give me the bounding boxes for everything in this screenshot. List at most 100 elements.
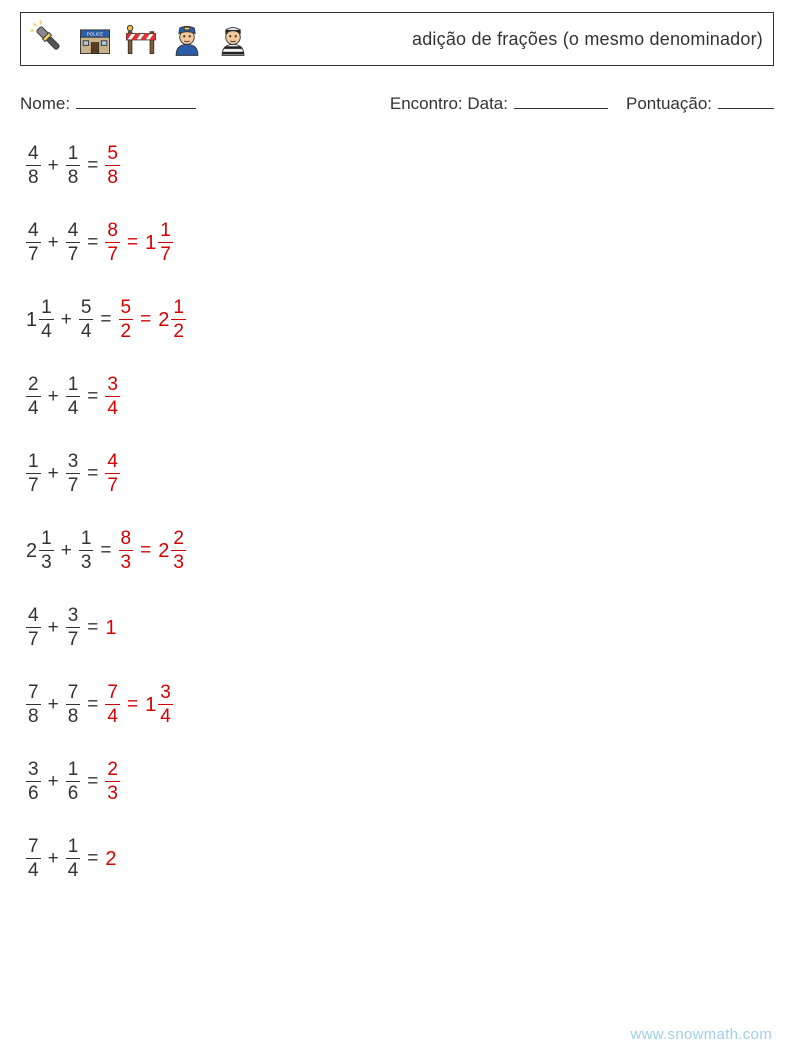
operand-term: 24 [26,375,41,418]
problem-row: 78+78=74=134 [26,683,774,726]
fraction: 54 [79,298,94,341]
fraction-bar [119,319,134,320]
numerator: 4 [26,144,41,163]
worksheet-title: adição de frações (o mesmo denominador) [412,29,763,50]
numerator: 5 [105,144,120,163]
fraction-bar [66,165,81,166]
fraction: 36 [26,760,41,803]
fraction: 12 [171,298,186,341]
fraction: 58 [105,144,120,187]
numerator: 1 [79,529,94,548]
fraction: 47 [26,606,41,649]
fraction: 87 [105,221,120,264]
denominator: 8 [66,168,81,187]
denominator: 7 [105,245,120,264]
fraction: 47 [66,221,81,264]
whole-number: 1 [26,310,37,330]
denominator: 8 [26,707,41,726]
answer-term: 87 [105,221,120,264]
meta-right: Encontro: Data: Pontuação: [390,94,774,114]
denominator: 6 [26,784,41,803]
prisoner-icon [211,17,255,61]
numerator: 1 [66,760,81,779]
problem-row: 48+18=58 [26,144,774,187]
fraction-bar [105,242,120,243]
fraction: 78 [26,683,41,726]
numerator: 5 [119,298,134,317]
fraction: 17 [158,221,173,264]
denominator: 4 [66,399,81,418]
fraction: 14 [66,837,81,880]
answer-term: 34 [105,375,120,418]
denominator: 4 [39,322,54,341]
equals-sign: = [87,618,98,637]
denominator: 4 [79,322,94,341]
fraction-bar [26,704,41,705]
date-blank[interactable] [514,94,608,109]
answer-term: 74 [105,683,120,726]
denominator: 8 [66,707,81,726]
fraction-bar [171,319,186,320]
operand-term: 78 [66,683,81,726]
answer-integer: 1 [105,618,116,638]
fraction-bar [66,781,81,782]
numerator: 7 [105,683,120,702]
watermark: www.snowmath.com [630,1026,772,1043]
equals-sign: = [100,310,111,329]
equals-sign: = [87,387,98,406]
operand-term: 213 [26,529,54,572]
denominator: 3 [119,553,134,572]
operand-term: 47 [26,221,41,264]
denominator: 8 [105,168,120,187]
numerator: 2 [171,529,186,548]
denominator: 7 [158,245,173,264]
fraction-bar [66,704,81,705]
fraction-bar [171,550,186,551]
operand-term: 14 [66,375,81,418]
plus-operator: + [48,772,59,791]
operand-term: 37 [66,606,81,649]
equals-sign: = [140,541,151,560]
equals-sign: = [87,156,98,175]
operand-term: 78 [26,683,41,726]
equals-sign: = [87,695,98,714]
whole-number: 2 [158,541,169,561]
whole-number: 1 [145,233,156,253]
fraction-bar [39,550,54,551]
date-label: Encontro: Data: [390,94,508,114]
fraction: 47 [26,221,41,264]
score-blank[interactable] [718,94,774,109]
operand-term: 48 [26,144,41,187]
fraction: 83 [119,529,134,572]
equals-sign: = [100,541,111,560]
numerator: 2 [26,375,41,394]
header-icons: POLICE [27,17,255,61]
numerator: 8 [105,221,120,240]
denominator: 4 [26,861,41,880]
meta-name: Nome: [20,94,196,114]
plus-operator: + [48,618,59,637]
denominator: 4 [66,861,81,880]
operand-term: 36 [26,760,41,803]
fraction: 37 [66,606,81,649]
numerator: 3 [66,606,81,625]
numerator: 1 [26,452,41,471]
fraction: 13 [39,529,54,572]
numerator: 2 [105,760,120,779]
numerator: 4 [26,221,41,240]
equals-sign: = [127,695,138,714]
name-blank[interactable] [76,94,196,109]
operand-term: 114 [26,298,54,341]
police-officer-icon [165,17,209,61]
whole-number: 1 [145,695,156,715]
equals-sign: = [140,310,151,329]
plus-operator: + [61,310,72,329]
name-label: Nome: [20,94,70,114]
denominator: 7 [26,630,41,649]
plus-operator: + [48,156,59,175]
fraction: 24 [26,375,41,418]
fraction-bar [119,550,134,551]
answer-term: 58 [105,144,120,187]
numerator: 1 [66,375,81,394]
numerator: 7 [66,683,81,702]
